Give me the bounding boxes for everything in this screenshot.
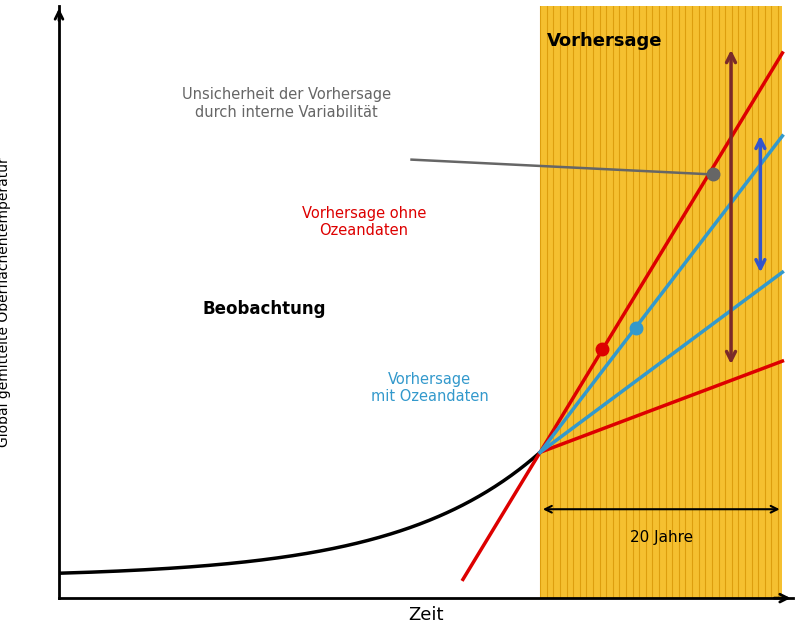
Text: Beobachtung: Beobachtung	[203, 300, 327, 318]
Bar	[540, 6, 782, 598]
Text: Unsicherheit der Vorhersage
durch interne Variabilität: Unsicherheit der Vorhersage durch intern…	[182, 87, 392, 120]
Text: 20 Jahre: 20 Jahre	[630, 530, 693, 545]
Text: Vorhersage: Vorhersage	[547, 32, 663, 50]
Text: Global gemittelte Oberflächentemperatur: Global gemittelte Oberflächentemperatur	[0, 157, 11, 447]
X-axis label: Zeit: Zeit	[408, 607, 444, 624]
Text: Vorhersage ohne
Ozeandaten: Vorhersage ohne Ozeandaten	[301, 205, 426, 238]
Text: Vorhersage
mit Ozeandaten: Vorhersage mit Ozeandaten	[371, 372, 489, 404]
